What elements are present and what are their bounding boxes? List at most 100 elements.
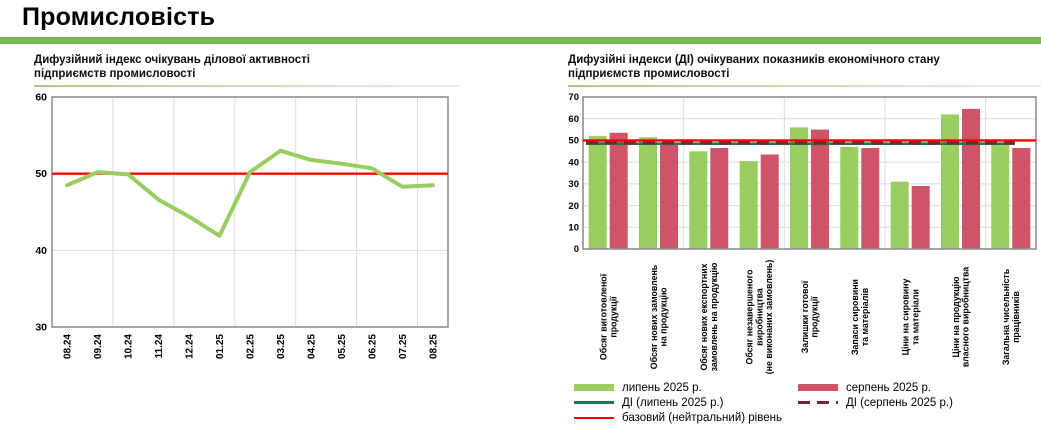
legend-label-baseline: базовий (нейтральний) рівень [622, 411, 782, 424]
svg-text:03.25: 03.25 [276, 334, 287, 359]
svg-text:08.25: 08.25 [428, 334, 439, 359]
line-chart-panel: Дифузійний індекс очікувань ділової акти… [34, 53, 460, 381]
plot-area [52, 97, 448, 327]
svg-text:Ціни на продукцію: Ціни на продукцію [951, 276, 961, 357]
charts-row: Дифузійний індекс очікувань ділової акти… [0, 53, 1041, 424]
bar-chart: 0 10 20 30 40 50 60 70 Обсяг виготовленої продукц… [568, 89, 1041, 379]
svg-text:Залишки готової: Залишки готової [800, 280, 810, 353]
svg-text:50: 50 [568, 136, 579, 147]
line-chart-title: Дифузійний індекс очікувань ділової акти… [34, 54, 311, 81]
legend-item-di-july: ДІ (липень 2025 р.) [574, 396, 798, 409]
legend-label-di-july: ДІ (липень 2025 р.) [622, 396, 724, 409]
svg-text:продукції: продукції [810, 296, 820, 338]
page-header: Промисловість [0, 3, 1041, 44]
legend-item-baseline: базовий (нейтральний) рівень [574, 411, 798, 424]
bar-july-8 [991, 143, 1010, 249]
x-axis-labels: 08.24 09.24 10.24 11.24 12.24 01.25 02.25 03.25… [63, 334, 440, 359]
legend-column-right: серпень 2025 р. ДІ (серпень 2025 р.) [798, 381, 953, 424]
svg-text:02.25: 02.25 [246, 334, 257, 359]
diffusion-index-line [65, 148, 435, 238]
svg-text:30: 30 [35, 322, 47, 334]
legend-label-july: липень 2025 р. [622, 381, 702, 394]
svg-text:(не виконаних замовлень): (не виконаних замовлень) [764, 260, 774, 375]
svg-text:11.24: 11.24 [154, 334, 165, 359]
bar-july-4 [790, 127, 808, 249]
y-axis-labels: 0 10 20 30 40 50 60 70 [568, 92, 579, 255]
legend-item-di-august: ДІ (серпень 2025 р.) [798, 396, 953, 409]
bar-august-4 [811, 129, 829, 249]
svg-text:виробництва: виробництва [754, 288, 764, 346]
bar-july-5 [840, 146, 859, 249]
august-series-swatch [798, 384, 838, 391]
bar-august-5 [861, 148, 880, 249]
legend-item-july-bars: липень 2025 р. [574, 381, 798, 394]
svg-text:40: 40 [568, 157, 579, 168]
bar-july-7 [941, 114, 959, 250]
svg-text:0: 0 [574, 244, 579, 255]
svg-text:60: 60 [568, 114, 579, 125]
plot-area [583, 97, 1036, 249]
legend-column-left: липень 2025 р. ДІ (липень 2025 р.) базов… [574, 381, 798, 424]
plot-border [582, 96, 1037, 250]
july-series-swatch [574, 384, 614, 391]
svg-text:Обсяг незавершеного: Обсяг незавершеного [745, 269, 755, 365]
svg-text:Ціни на сировину: Ціни на сировину [901, 279, 911, 356]
svg-text:продукції: продукції [608, 296, 618, 338]
y-axis-labels: 30 40 50 60 [35, 92, 47, 334]
svg-text:Обсяг нових замовлень: Обсяг нових замовлень [649, 264, 659, 369]
bar-august-8 [1012, 148, 1031, 249]
page-title: Промисловість [22, 3, 216, 31]
svg-text:12.24: 12.24 [185, 334, 196, 359]
line-chart-svg: 30 40 50 60 08.24 09.24 10.24 11.24 12.24 01.25 02… [35, 92, 449, 359]
svg-text:05.25: 05.25 [337, 334, 348, 359]
bar-august-0 [609, 132, 628, 249]
svg-text:04.25: 04.25 [306, 334, 317, 359]
svg-text:40: 40 [35, 245, 47, 257]
di-july-line-swatch [574, 401, 614, 404]
di-august-dashed-swatch [798, 401, 838, 404]
line-chart-title-underline [34, 85, 460, 87]
svg-text:та матеріали: та матеріали [910, 289, 920, 345]
baseline-swatch [574, 416, 614, 419]
svg-text:працівників: працівників [1011, 291, 1021, 343]
bar-august-3 [760, 154, 779, 249]
svg-text:20: 20 [568, 201, 579, 212]
legend-item-august-bars: серпень 2025 р. [798, 381, 953, 394]
bar-july-6 [890, 181, 909, 249]
bar-july-1 [639, 137, 657, 249]
svg-text:Обсяг нових експортних: Обсяг нових експортних [699, 263, 709, 370]
bar-chart-panel: Дифузійні індекси (ДІ) очікуваних показн… [568, 53, 1041, 424]
gridlines [583, 97, 1036, 249]
svg-text:Обсяг виготовленої: Обсяг виготовленої [599, 273, 609, 360]
bar-august-1 [660, 143, 678, 249]
bar-july-2 [689, 151, 708, 249]
svg-text:10.24: 10.24 [124, 334, 135, 359]
svg-text:60: 60 [35, 92, 47, 104]
line-chart: 30 40 50 60 08.24 09.24 10.24 11.24 12.24 01.25 02… [34, 89, 460, 381]
header-rule [0, 37, 1041, 44]
svg-text:замовлень на продукцію: замовлень на продукцію [709, 262, 719, 371]
bar-july-0 [588, 136, 607, 249]
bar-august-6 [911, 186, 930, 249]
legend-label-august: серпень 2025 р. [846, 381, 932, 394]
svg-text:09.24: 09.24 [93, 334, 104, 359]
bars [588, 108, 1031, 250]
bar-july-3 [739, 161, 758, 249]
svg-text:Запаси сировини: Запаси сировини [850, 279, 860, 355]
legend-label-di-august: ДІ (серпень 2025 р.) [846, 396, 953, 409]
svg-text:01.25: 01.25 [215, 334, 226, 359]
svg-text:Загальна чисельність: Загальна чисельність [1001, 268, 1011, 365]
svg-text:50: 50 [35, 168, 47, 180]
svg-text:30: 30 [568, 179, 579, 190]
bar-chart-title: Дифузійні індекси (ДІ) очікуваних показн… [568, 54, 940, 81]
svg-text:та матеріалів: та матеріалів [860, 287, 870, 346]
bar-august-2 [710, 148, 729, 249]
category-labels: Обсяг виготовленої продукції Обсяг нових з… [599, 260, 1021, 375]
svg-text:10: 10 [568, 222, 579, 233]
svg-text:на продукцію: на продукцію [659, 287, 669, 346]
bar-august-7 [962, 108, 980, 250]
svg-text:70: 70 [568, 92, 579, 103]
plot-border [51, 96, 449, 328]
svg-text:07.25: 07.25 [398, 334, 409, 359]
